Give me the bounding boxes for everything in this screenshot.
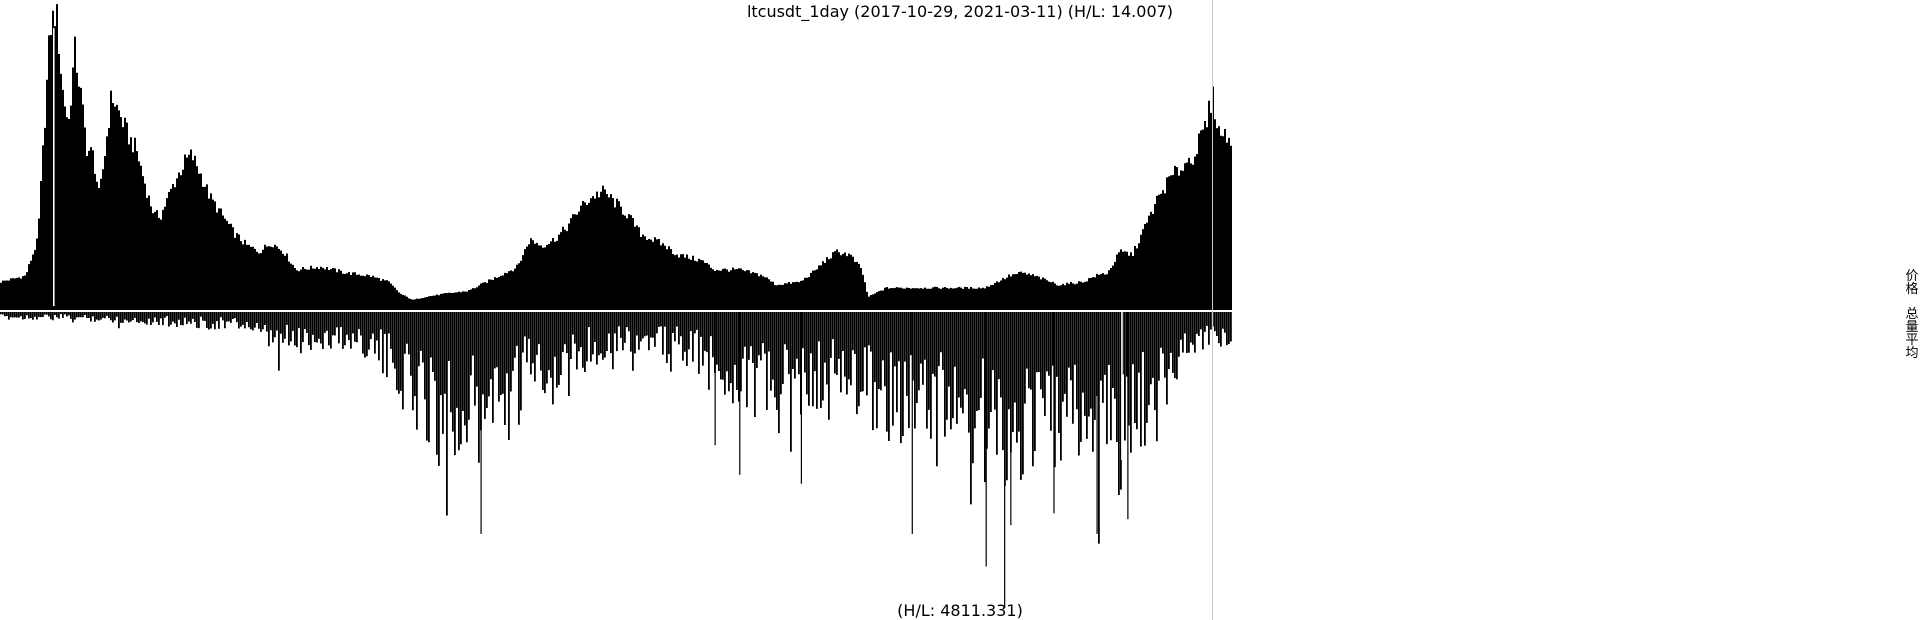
price-spike [52,28,55,306]
price-panel [0,4,1232,307]
legend-char: 格 [1905,281,1918,297]
legend-char: 价 [1905,269,1918,284]
volume-hl-label: (H/L: 4811.331) [897,601,1023,620]
volume-spike [1010,312,1012,526]
volume-spike [800,312,802,484]
panel-divider [0,306,1232,310]
price-bars [0,4,1232,307]
volume-panel [0,312,1232,608]
volume-spike [1053,312,1055,514]
volume-spike [1121,312,1123,460]
volume-bars [0,312,1232,544]
legend-entry: 价格 [1905,269,1918,297]
legend-char: 平 [1905,333,1918,348]
legend-char: 量 [1905,320,1918,335]
volume-spike [985,312,987,567]
volume-spike [714,312,716,446]
volume-spike [1096,312,1098,534]
chart-title: ltcusdt_1day (2017-10-29, 2021-03-11) (H… [747,2,1173,22]
volume-spike [480,312,482,534]
volume-spike [739,312,741,475]
volume-spike [911,312,913,534]
volume-spike [1004,312,1006,608]
legend-char: 总 [1905,307,1918,322]
volume-spike [1127,312,1129,520]
legend-char: 均 [1905,346,1918,361]
